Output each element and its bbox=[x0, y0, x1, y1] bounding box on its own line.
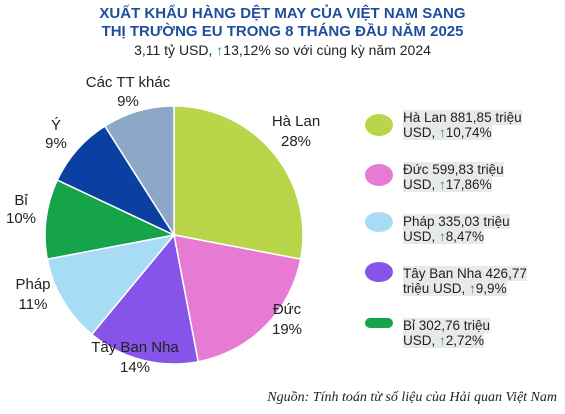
slice-percent-label: 28% bbox=[281, 133, 311, 150]
legend: Hà Lan 881,85 triệu USD, ↑10,74% Đức 599… bbox=[365, 110, 565, 370]
slice-label: Các TT khác bbox=[86, 74, 171, 91]
pie-slice-2 bbox=[90, 233, 200, 365]
legend-swatch bbox=[365, 212, 393, 232]
chart-title-line1: XUẤT KHẨU HÀNG DỆT MAY CỦA VIỆT NAM SANG bbox=[99, 5, 466, 22]
chart-subtitle: 3,11 tỷ USD, ↑13,12% so với cùng kỳ năm … bbox=[0, 41, 565, 59]
legend-item-tay-ban-nha: Tây Ban Nha 426,77 triệu USD, ↑9,9% bbox=[365, 262, 565, 318]
up-arrow-icon: ↑ bbox=[439, 125, 446, 140]
slice-label: Bỉ bbox=[14, 192, 28, 209]
up-arrow-icon: ↑ bbox=[439, 177, 446, 192]
legend-line1: Pháp 335,03 triệu bbox=[403, 214, 510, 229]
slice-percent-label: 10% bbox=[6, 210, 36, 227]
slice-label: Pháp bbox=[15, 276, 50, 293]
pie-slice-1 bbox=[173, 234, 302, 363]
slice-percent-label: 11% bbox=[19, 296, 48, 313]
legend-line2: triệu USD, ↑9,9% bbox=[403, 281, 507, 296]
slice-percent-label: 9% bbox=[117, 93, 139, 110]
chart-title-line2: THỊ TRƯỜNG EU TRONG 8 THÁNG ĐẦU NĂM 2025 bbox=[101, 23, 464, 40]
legend-swatch bbox=[365, 164, 393, 186]
slice-label: Đức bbox=[273, 301, 302, 318]
legend-item-duc: Đức 599,83 triệu USD, ↑17,86% bbox=[365, 162, 565, 214]
legend-swatch bbox=[365, 114, 393, 136]
slice-percent-label: 14% bbox=[120, 359, 150, 376]
pie-slice-4 bbox=[44, 179, 177, 261]
pie-slice-6 bbox=[103, 105, 175, 238]
legend-line2: USD, ↑2,72% bbox=[403, 333, 485, 348]
legend-swatch bbox=[365, 318, 393, 328]
legend-item-ha-lan: Hà Lan 881,85 triệu USD, ↑10,74% bbox=[365, 110, 565, 162]
legend-line1: Bỉ 302,76 triệu bbox=[403, 318, 491, 333]
legend-line1: Hà Lan 881,85 triệu bbox=[403, 110, 522, 125]
up-arrow-icon: ↑ bbox=[216, 42, 224, 58]
slice-percent-label: 9% bbox=[45, 135, 67, 152]
legend-line2: USD, ↑8,47% bbox=[403, 229, 485, 244]
slice-label: Hà Lan bbox=[272, 113, 320, 130]
legend-line2: USD, ↑17,86% bbox=[403, 177, 492, 192]
subtitle-total: 3,11 tỷ USD, bbox=[134, 42, 213, 58]
source-note: Nguồn: Tính toán từ số liệu của Hải quan… bbox=[267, 390, 557, 405]
legend-item-phap: Pháp 335,03 triệu USD, ↑8,47% bbox=[365, 212, 565, 266]
legend-line2: USD, ↑10,74% bbox=[403, 125, 492, 140]
pie-slice-3 bbox=[46, 233, 176, 336]
up-arrow-icon: ↑ bbox=[439, 333, 446, 348]
slice-label: Ý bbox=[51, 117, 61, 134]
up-arrow-icon: ↑ bbox=[469, 281, 476, 296]
subtitle-growth: 13,12% so với cùng kỳ năm 2024 bbox=[223, 42, 431, 58]
pie-slice-0 bbox=[173, 105, 304, 261]
slice-label: Tây Ban Nha bbox=[91, 339, 179, 356]
legend-line1: Tây Ban Nha 426,77 bbox=[403, 266, 527, 281]
up-arrow-icon: ↑ bbox=[439, 229, 446, 244]
slice-percent-label: 19% bbox=[272, 321, 302, 338]
legend-item-bi: Bỉ 302,76 triệu USD, ↑2,72% bbox=[365, 318, 565, 370]
legend-line1: Đức 599,83 triệu bbox=[403, 162, 504, 177]
legend-swatch bbox=[365, 262, 393, 282]
